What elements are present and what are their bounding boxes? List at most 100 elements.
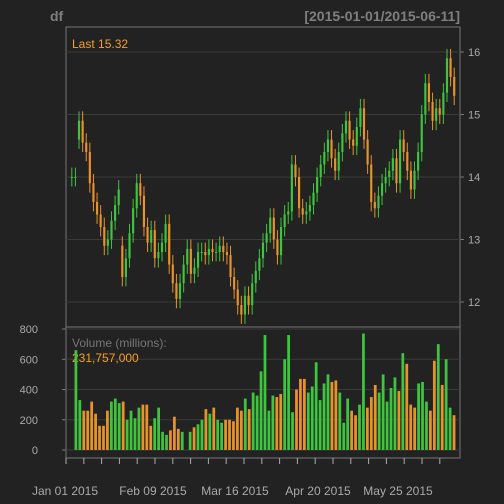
candle-body xyxy=(77,120,81,140)
volume-bar xyxy=(172,416,176,450)
volume-bar xyxy=(373,384,377,450)
volume-bar xyxy=(429,410,432,450)
volume-bar xyxy=(165,434,168,450)
candle-body xyxy=(193,267,196,274)
candle-body xyxy=(103,227,106,246)
volume-bar xyxy=(247,409,251,450)
candle-body xyxy=(110,220,113,240)
candle-body xyxy=(406,152,409,171)
candle-body xyxy=(99,214,102,227)
volume-bar xyxy=(381,374,385,450)
volume-bar xyxy=(153,418,157,450)
volume-bar xyxy=(239,410,243,450)
candle-body xyxy=(301,208,304,215)
candle-body xyxy=(276,239,279,256)
volume-bar xyxy=(302,378,306,450)
volume-bar xyxy=(78,400,82,450)
volume-bar xyxy=(224,419,227,450)
candle-body xyxy=(254,270,257,284)
volume-bar xyxy=(232,421,235,450)
volume-bar xyxy=(200,419,204,450)
candle-body xyxy=(265,233,268,243)
candle-body xyxy=(424,83,427,115)
candle-body xyxy=(114,205,117,221)
candle-body xyxy=(355,127,358,146)
volume-bar xyxy=(220,422,224,450)
volume-bar xyxy=(196,424,200,450)
candle-body xyxy=(294,164,297,177)
candle-body xyxy=(402,139,405,152)
candle-body xyxy=(204,252,207,256)
volume-bar xyxy=(440,384,444,450)
volume-bar xyxy=(113,398,117,450)
candle-body xyxy=(283,214,286,227)
price-tick-label: 14 xyxy=(468,172,480,184)
candle-body xyxy=(153,230,156,259)
volume-tick-label: 0 xyxy=(32,445,38,457)
candle-body xyxy=(222,245,225,252)
candle-body xyxy=(359,108,362,127)
candle-body xyxy=(337,152,340,171)
volume-bar xyxy=(405,363,409,450)
volume-bar xyxy=(448,407,452,450)
volume-bar xyxy=(236,407,239,450)
x-tick-label: Mar 16 2015 xyxy=(201,484,269,498)
candle-body xyxy=(146,227,149,243)
volume-bar xyxy=(421,381,424,450)
volume-bar xyxy=(149,425,153,450)
candle-body xyxy=(261,242,265,259)
candle-body xyxy=(95,202,99,215)
candle-body xyxy=(142,195,146,227)
volume-bar xyxy=(444,359,448,450)
candle-body xyxy=(384,177,387,184)
volume-bar xyxy=(212,407,216,450)
x-tick-label: Apr 20 2015 xyxy=(285,484,351,498)
volume-bar xyxy=(283,359,287,450)
candle-body xyxy=(409,170,412,190)
candle-body xyxy=(215,252,218,253)
volume-bar xyxy=(330,381,334,450)
x-tick-label: Feb 09 2015 xyxy=(119,484,187,498)
volume-tick-label: 200 xyxy=(20,415,38,427)
candle-body xyxy=(319,164,322,177)
candle-body xyxy=(211,248,214,252)
candle-body xyxy=(373,202,376,209)
candle-body xyxy=(348,120,351,140)
volume-bar xyxy=(106,410,109,450)
volume-bar xyxy=(413,407,417,450)
candle-body xyxy=(247,295,250,306)
volume-bar xyxy=(216,419,220,450)
volume-bar xyxy=(377,392,381,450)
candle-body xyxy=(316,177,319,193)
volume-bar xyxy=(121,401,125,450)
volume-bar xyxy=(94,413,97,450)
volume-bar xyxy=(397,391,401,450)
volume-bar xyxy=(350,410,354,450)
volume-bar xyxy=(86,410,90,450)
volume-bar xyxy=(161,431,164,450)
volume-bar xyxy=(385,401,389,450)
volume-bar xyxy=(362,333,365,450)
volume-bar xyxy=(169,430,172,450)
volume-tick-label: 600 xyxy=(20,354,38,366)
candle-body xyxy=(272,217,275,240)
candle-body xyxy=(135,183,138,209)
candle-body xyxy=(388,170,391,177)
candle-body xyxy=(233,277,236,290)
x-axis: Jan 01 2015 Feb 09 2015 Mar 16 2015 Apr 20 … xyxy=(32,458,441,498)
price-tick-label: 16 xyxy=(468,47,480,59)
volume-bar xyxy=(295,389,298,450)
volume-bar xyxy=(291,412,294,450)
candle-body xyxy=(269,217,272,234)
volume-bar xyxy=(409,404,413,450)
volume-bar xyxy=(299,378,302,450)
volume-bar xyxy=(267,410,271,450)
price-tick-label: 12 xyxy=(468,297,480,309)
volume-bar xyxy=(243,398,247,450)
volume-bar xyxy=(204,409,208,450)
price-last-label: Last 15.32 xyxy=(72,37,128,51)
candle-body xyxy=(139,183,142,196)
volume-bar xyxy=(90,401,94,450)
candle-body xyxy=(164,223,167,243)
